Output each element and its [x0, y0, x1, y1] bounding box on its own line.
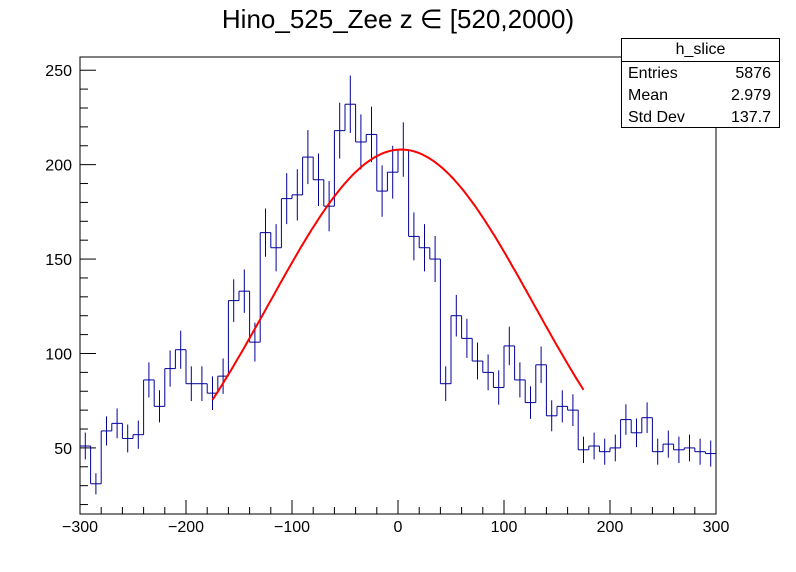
- stats-value: 5876: [735, 65, 771, 82]
- stats-value: 137.7: [730, 109, 771, 126]
- x-tick-label: 200: [597, 519, 624, 536]
- stats-row-stddev: Std Dev 137.7: [622, 106, 779, 128]
- y-tick-label: 250: [45, 63, 72, 80]
- stats-box-title: h_slice: [622, 39, 779, 62]
- x-tick-label: 100: [491, 519, 518, 536]
- stats-row-mean: Mean 2.979: [622, 84, 779, 106]
- y-tick-label: 150: [45, 252, 72, 269]
- stats-label: Std Dev: [628, 109, 685, 126]
- y-tick-label: 100: [45, 346, 72, 363]
- x-tick-label: 0: [394, 519, 403, 536]
- x-tick-label: −200: [168, 519, 204, 536]
- stats-value: 2.979: [730, 87, 771, 104]
- stats-row-entries: Entries 5876: [622, 62, 779, 84]
- x-tick-label: −100: [274, 519, 310, 536]
- stats-box: h_slice Entries 5876 Mean 2.979 Std Dev …: [621, 38, 780, 128]
- y-tick-label: 200: [45, 158, 72, 175]
- stats-label: Entries: [628, 65, 678, 82]
- fit-curve: [211, 148, 585, 401]
- chart-title: Hino_525_Zee z ∈ [520,2000): [221, 4, 575, 34]
- x-tick-label: −300: [62, 519, 98, 536]
- stats-label: Mean: [628, 87, 669, 104]
- x-tick-label: 300: [703, 519, 730, 536]
- y-tick-label: 50: [54, 441, 72, 458]
